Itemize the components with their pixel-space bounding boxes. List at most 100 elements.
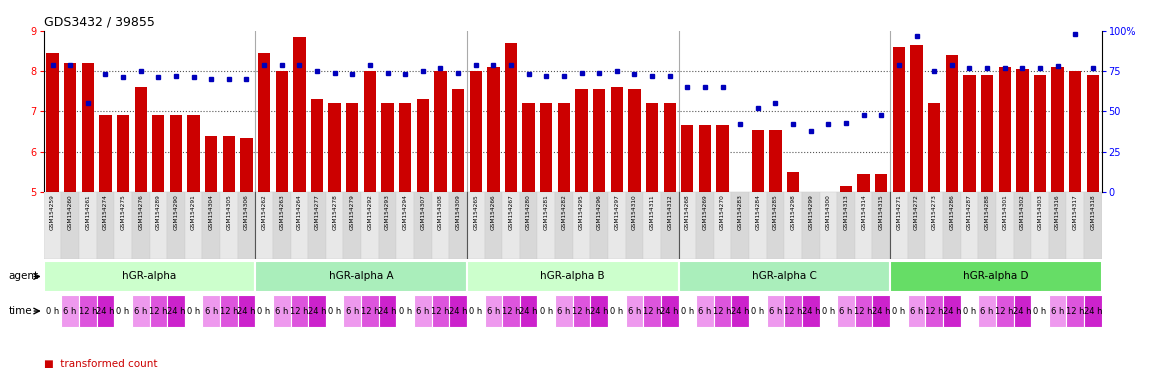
- Text: 12 h: 12 h: [220, 306, 238, 316]
- Text: 6 h: 6 h: [628, 306, 641, 316]
- Text: GSM154317: GSM154317: [1073, 194, 1078, 230]
- Bar: [467, 192, 484, 259]
- Bar: [890, 192, 907, 259]
- Bar: [555, 192, 573, 259]
- Text: 12 h: 12 h: [713, 306, 731, 316]
- Text: 6 h: 6 h: [1051, 306, 1064, 316]
- Text: 12 h: 12 h: [784, 306, 803, 316]
- Bar: [273, 296, 291, 326]
- Text: 0 h: 0 h: [1034, 306, 1047, 316]
- Bar: [344, 296, 361, 326]
- Bar: [467, 261, 678, 292]
- Bar: [1051, 67, 1064, 192]
- Text: 24 h: 24 h: [237, 306, 255, 316]
- Bar: [926, 296, 943, 326]
- Bar: [416, 99, 429, 192]
- Text: 0 h: 0 h: [822, 306, 835, 316]
- Bar: [488, 67, 499, 192]
- Text: GSM154267: GSM154267: [508, 194, 514, 230]
- Text: 12 h: 12 h: [501, 306, 520, 316]
- Bar: [414, 296, 431, 326]
- Bar: [643, 192, 661, 259]
- Bar: [452, 89, 465, 192]
- Bar: [854, 296, 873, 326]
- Text: hGR-alpha B: hGR-alpha B: [540, 271, 605, 281]
- Bar: [875, 174, 888, 192]
- Bar: [82, 63, 94, 192]
- Bar: [907, 296, 926, 326]
- Bar: [202, 192, 220, 259]
- Bar: [61, 192, 79, 259]
- Text: 0 h: 0 h: [399, 306, 412, 316]
- Bar: [258, 53, 270, 192]
- Text: GSM154302: GSM154302: [1020, 194, 1025, 230]
- Text: GSM154295: GSM154295: [578, 194, 584, 230]
- Bar: [537, 192, 555, 259]
- Bar: [346, 103, 359, 192]
- Bar: [79, 192, 97, 259]
- Bar: [1017, 69, 1028, 192]
- Bar: [820, 296, 837, 326]
- Bar: [255, 192, 273, 259]
- Bar: [1034, 75, 1047, 192]
- Bar: [344, 192, 361, 259]
- Text: GSM154271: GSM154271: [896, 194, 902, 230]
- Text: GSM154287: GSM154287: [967, 194, 972, 230]
- Bar: [1049, 296, 1066, 326]
- Bar: [291, 296, 308, 326]
- Text: GSM154277: GSM154277: [314, 194, 320, 230]
- Bar: [44, 261, 255, 292]
- Text: GSM154279: GSM154279: [350, 194, 355, 230]
- Text: 6 h: 6 h: [346, 306, 359, 316]
- Bar: [114, 296, 132, 326]
- Bar: [325, 192, 344, 259]
- Bar: [185, 192, 202, 259]
- Bar: [873, 296, 890, 326]
- Text: GSM154261: GSM154261: [85, 194, 91, 230]
- Text: 0 h: 0 h: [187, 306, 200, 316]
- Bar: [64, 63, 76, 192]
- Bar: [361, 296, 378, 326]
- Text: 0 h: 0 h: [258, 306, 270, 316]
- Bar: [255, 296, 273, 326]
- Bar: [505, 43, 518, 192]
- Bar: [678, 296, 696, 326]
- Bar: [573, 192, 590, 259]
- Text: 0 h: 0 h: [611, 306, 623, 316]
- Bar: [767, 192, 784, 259]
- Bar: [467, 296, 484, 326]
- Bar: [731, 296, 749, 326]
- Bar: [1013, 192, 1032, 259]
- Bar: [769, 129, 782, 192]
- Text: GSM154312: GSM154312: [667, 194, 673, 230]
- Text: 0 h: 0 h: [963, 306, 976, 316]
- Text: 24 h: 24 h: [378, 306, 397, 316]
- Bar: [520, 192, 537, 259]
- Text: GSM154304: GSM154304: [208, 194, 214, 230]
- Text: 12 h: 12 h: [996, 306, 1014, 316]
- Text: 6 h: 6 h: [698, 306, 712, 316]
- Bar: [767, 296, 784, 326]
- Bar: [858, 174, 869, 192]
- Text: 24 h: 24 h: [167, 306, 185, 316]
- Bar: [537, 296, 555, 326]
- Text: GSM154274: GSM154274: [102, 194, 108, 230]
- Text: GSM154268: GSM154268: [684, 194, 690, 230]
- Bar: [664, 103, 676, 192]
- Bar: [135, 87, 147, 192]
- Text: 12 h: 12 h: [150, 306, 168, 316]
- Bar: [964, 75, 975, 192]
- Bar: [46, 53, 59, 192]
- Bar: [573, 296, 590, 326]
- Text: GSM154263: GSM154263: [279, 194, 284, 230]
- Bar: [646, 103, 658, 192]
- Bar: [378, 192, 397, 259]
- Text: GSM154262: GSM154262: [261, 194, 267, 230]
- Text: GSM154276: GSM154276: [138, 194, 144, 230]
- Text: 12 h: 12 h: [643, 306, 661, 316]
- Bar: [626, 192, 643, 259]
- Text: agent: agent: [8, 271, 39, 281]
- Bar: [802, 192, 820, 259]
- Text: GSM154300: GSM154300: [826, 194, 831, 230]
- Bar: [590, 192, 608, 259]
